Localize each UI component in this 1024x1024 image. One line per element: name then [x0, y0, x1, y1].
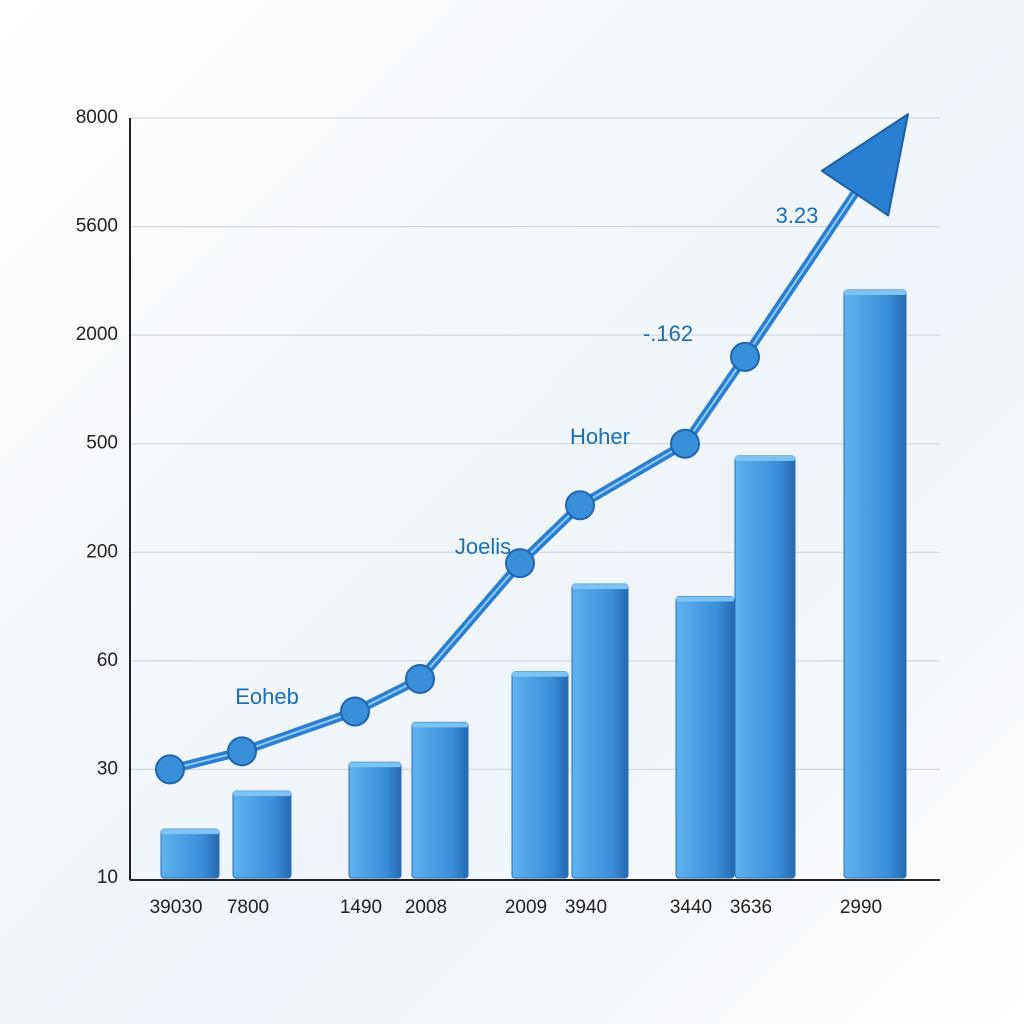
- bar: [675, 595, 735, 879]
- bar-top: [512, 671, 568, 677]
- arrow-head: [820, 113, 909, 217]
- y-tick-label: 200: [86, 541, 118, 562]
- annotation: -.162: [643, 321, 693, 346]
- x-tick-label: 3940: [565, 897, 607, 918]
- bar-top: [161, 829, 219, 835]
- x-tick-label: 2008: [405, 897, 447, 918]
- y-tick-label: 8000: [76, 107, 118, 128]
- bar-top: [572, 584, 628, 590]
- bar-top: [412, 722, 468, 728]
- y-tick-label: 60: [97, 650, 118, 671]
- y-tick-label: 2000: [76, 324, 118, 345]
- bar: [511, 671, 569, 879]
- x-tick-label: 2009: [505, 897, 547, 918]
- annotation: Hoher: [570, 424, 630, 449]
- line-marker: [405, 663, 435, 694]
- line-marker: [670, 428, 700, 459]
- bar-top: [844, 289, 906, 295]
- line-marker: [340, 696, 370, 727]
- x-tick-label: 7800: [227, 897, 269, 918]
- bar-top: [233, 791, 291, 797]
- bar: [734, 455, 796, 879]
- x-tick-label: 3440: [670, 897, 712, 918]
- y-tick-label: 10: [97, 867, 118, 888]
- x-tick-label: 1490: [340, 897, 382, 918]
- line-marker: [505, 548, 535, 579]
- annotation: Eoheb: [235, 684, 299, 709]
- line-marker: [730, 341, 760, 372]
- line-marker: [155, 754, 185, 785]
- bar: [348, 761, 402, 879]
- line-marker: [565, 490, 595, 521]
- x-tick-label: 3636: [730, 897, 772, 918]
- y-tick-label: 5600: [76, 216, 118, 237]
- bar-top: [676, 596, 734, 602]
- bar-top: [735, 456, 795, 462]
- bar: [571, 583, 629, 879]
- line-marker: [227, 736, 257, 767]
- x-tick-label: 2990: [840, 897, 882, 918]
- bar: [411, 721, 469, 879]
- bar: [232, 790, 292, 879]
- bar-top: [349, 762, 401, 768]
- bar: [843, 289, 907, 879]
- annotation: 3.23: [776, 203, 819, 228]
- annotation: Joelis: [455, 534, 511, 559]
- y-tick-label: 30: [97, 758, 118, 779]
- x-tick-label: 39030: [150, 897, 203, 918]
- bar: [160, 828, 220, 879]
- y-tick-label: 500: [86, 433, 118, 454]
